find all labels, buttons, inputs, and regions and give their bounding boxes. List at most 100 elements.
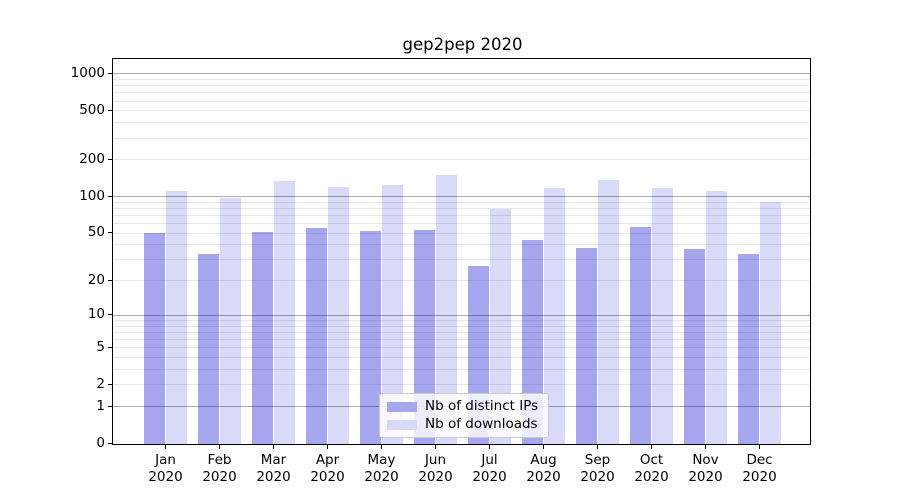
y-tick-500	[108, 109, 112, 111]
x-tick-label-jul-2020: Jul 2020	[472, 452, 507, 485]
bar-nb-of-downloads-dec-2020	[759, 202, 782, 444]
x-tick-oct-2020	[651, 445, 652, 449]
x-tick-label-apr-2020: Apr 2020	[310, 452, 345, 485]
y-tick-100	[108, 195, 112, 197]
bar-nb-of-downloads-mar-2020	[273, 180, 296, 444]
plot-area	[112, 58, 811, 445]
x-tick-nov-2020	[705, 445, 706, 449]
gridline-minor-90	[113, 201, 810, 203]
bar-nb-of-distinct-ips-dec-2020	[737, 253, 760, 444]
gridline-minor-50	[113, 232, 810, 234]
gridline-major-1000	[113, 73, 810, 75]
bar-nb-of-distinct-ips-jan-2020	[143, 233, 166, 444]
gridline-minor-5	[113, 347, 810, 349]
bar-nb-of-downloads-nov-2020	[705, 190, 728, 444]
x-tick-dec-2020	[759, 445, 760, 449]
x-tick-label-may-2020: May 2020	[364, 452, 399, 485]
bar-nb-of-downloads-jun-2020	[435, 175, 458, 444]
x-tick-label-mar-2020: Mar 2020	[256, 452, 291, 485]
bar-nb-of-downloads-feb-2020	[219, 198, 242, 444]
legend-entry-downloads: Nb of downloads	[387, 417, 540, 432]
x-tick-mar-2020	[273, 445, 274, 449]
bar-nb-of-downloads-oct-2020	[651, 187, 674, 444]
y-tick-label-20: 20	[87, 271, 105, 288]
bar-nb-of-downloads-may-2020	[381, 184, 404, 444]
gridline-minor-80	[113, 207, 810, 209]
legend-swatch-downloads	[387, 419, 417, 430]
gridline-minor-30	[113, 259, 810, 261]
legend-label-distinct-ips: Nb of distinct IPs	[425, 398, 539, 414]
gridline-minor-500	[113, 110, 810, 112]
y-tick-label-10: 10	[87, 306, 105, 323]
x-tick-may-2020	[381, 445, 382, 449]
bar-nb-of-distinct-ips-sep-2020	[575, 247, 598, 444]
gridline-minor-20	[113, 280, 810, 282]
x-tick-aug-2020	[543, 445, 544, 449]
x-tick-jul-2020	[489, 445, 490, 449]
legend: Nb of distinct IPs Nb of downloads	[379, 393, 549, 438]
gridline-minor-8	[113, 325, 810, 327]
y-tick-1000	[108, 72, 112, 74]
gridline-minor-7	[113, 331, 810, 333]
x-tick-label-aug-2020: Aug 2020	[526, 452, 561, 485]
bar-nb-of-downloads-sep-2020	[597, 179, 620, 444]
y-tick-200	[108, 158, 112, 160]
legend-label-downloads: Nb of downloads	[425, 416, 538, 432]
y-tick-label-2: 2	[96, 375, 105, 392]
y-tick-label-200: 200	[79, 150, 105, 167]
y-tick-label-100: 100	[79, 187, 105, 204]
gridline-minor-70	[113, 215, 810, 217]
y-tick-10	[108, 314, 112, 316]
gridline-major-10	[113, 314, 810, 316]
gridline-minor-300	[113, 137, 810, 139]
x-tick-label-oct-2020: Oct 2020	[634, 452, 669, 485]
bar-nb-of-distinct-ips-may-2020	[359, 231, 382, 444]
gridline-minor-900	[113, 78, 810, 80]
x-tick-jan-2020	[165, 445, 166, 449]
gridline-minor-2	[113, 384, 810, 386]
x-tick-feb-2020	[219, 445, 220, 449]
gridline-minor-700	[113, 92, 810, 94]
legend-swatch-distinct-ips	[387, 401, 417, 412]
gridline-minor-60	[113, 223, 810, 225]
bar-nb-of-downloads-jan-2020	[165, 190, 188, 444]
gridline-minor-600	[113, 100, 810, 102]
y-tick-20	[108, 279, 112, 281]
x-tick-label-feb-2020: Feb 2020	[202, 452, 237, 485]
x-tick-label-jan-2020: Jan 2020	[148, 452, 183, 485]
gridline-major-100	[113, 196, 810, 198]
gridline-minor-40	[113, 244, 810, 246]
gridline-minor-400	[113, 122, 810, 124]
y-tick-label-500: 500	[79, 101, 105, 118]
x-tick-label-sep-2020: Sep 2020	[580, 452, 615, 485]
gridline-minor-4	[113, 357, 810, 359]
x-tick-sep-2020	[597, 445, 598, 449]
gridline-minor-200	[113, 159, 810, 161]
bar-nb-of-distinct-ips-apr-2020	[305, 227, 328, 444]
gridline-minor-9	[113, 320, 810, 321]
bar-nb-of-distinct-ips-nov-2020	[683, 249, 706, 444]
gridline-minor-6	[113, 339, 810, 341]
x-tick-jun-2020	[435, 445, 436, 449]
bar-nb-of-distinct-ips-oct-2020	[629, 226, 652, 444]
x-tick-label-jun-2020: Jun 2020	[418, 452, 453, 485]
x-tick-apr-2020	[327, 445, 328, 449]
gridline-minor-800	[113, 85, 810, 87]
bar-nb-of-downloads-jul-2020	[489, 208, 512, 444]
bar-nb-of-downloads-apr-2020	[327, 187, 350, 444]
y-tick-label-50: 50	[87, 224, 105, 241]
x-tick-label-dec-2020: Dec 2020	[742, 452, 777, 485]
y-tick-2	[108, 383, 112, 385]
y-tick-1	[108, 405, 112, 407]
y-tick-label-0: 0	[96, 434, 105, 451]
y-tick-label-1000: 1000	[70, 64, 105, 81]
chart-title: gep2pep 2020	[402, 35, 523, 54]
y-tick-5	[108, 346, 112, 348]
legend-entry-distinct-ips: Nb of distinct IPs	[387, 399, 540, 414]
bar-nb-of-distinct-ips-mar-2020	[251, 232, 274, 444]
bar-nb-of-downloads-aug-2020	[543, 188, 566, 444]
y-tick-label-1: 1	[96, 397, 105, 414]
gridline-minor-3	[113, 369, 810, 371]
y-tick-50	[108, 232, 112, 234]
